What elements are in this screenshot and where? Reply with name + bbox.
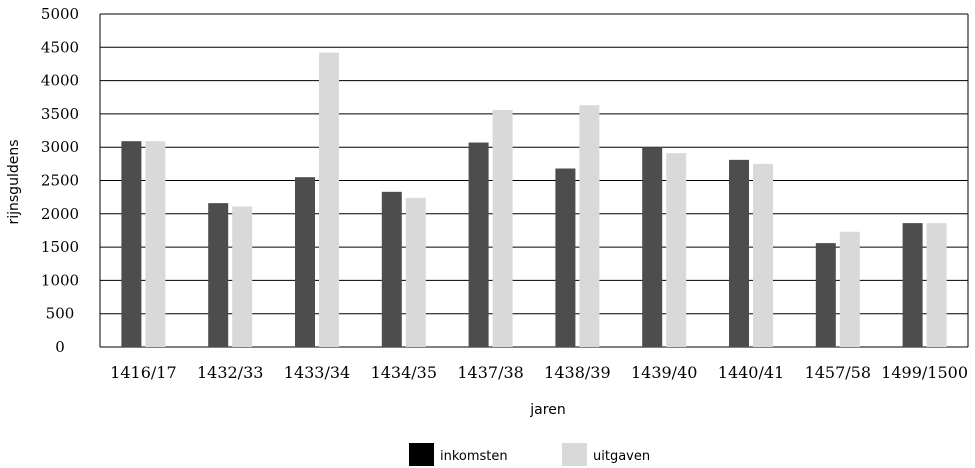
bar-inkomsten-1499-1500 (902, 223, 923, 347)
bar-uitgaven-1499-1500 (926, 223, 947, 347)
gridlines (100, 13, 968, 348)
y-tick-label: 3500 (41, 105, 79, 123)
legend-label-inkomsten: inkomsten (440, 449, 508, 464)
bar-uitgaven-1432-33 (232, 206, 253, 347)
x-tick-label: 1432/33 (197, 363, 263, 382)
bar-uitgaven-1434-35 (405, 197, 426, 347)
y-axis-label: rijnsguldens (6, 139, 22, 224)
x-axis-label: jaren (529, 402, 565, 418)
legend-swatch-uitgaven (562, 443, 587, 466)
legend-label-uitgaven: uitgaven (593, 449, 650, 464)
x-tick-label: 1439/40 (631, 363, 697, 382)
x-tick-label: 1499/1500 (881, 363, 968, 382)
y-tick-label: 2000 (41, 205, 79, 223)
y-tick-label: 4000 (41, 72, 79, 90)
bar-uitgaven-1440-41 (753, 163, 773, 347)
y-axis-ticks: 0 500 1000 1500 2000 2500 3000 3500 4000 4500 5000 (41, 5, 79, 356)
x-axis-ticks: 1416/17 1432/33 1433/34 1434/35 1437/38 1438/… (110, 363, 968, 382)
y-tick-label: 0 (55, 338, 65, 356)
x-tick-label: 1438/39 (544, 363, 610, 382)
x-tick-label: 1433/34 (284, 363, 350, 382)
bar-inkomsten-1440-41 (729, 159, 749, 347)
bar-uitgaven-1433-34 (319, 52, 339, 348)
bar-inkomsten-1416-17 (121, 141, 142, 347)
y-tick-label: 2500 (41, 172, 79, 190)
y-tick-label: 500 (46, 305, 75, 323)
bars (121, 52, 947, 348)
x-tick-label: 1457/58 (805, 363, 871, 382)
x-tick-label: 1440/41 (718, 363, 784, 382)
bar-inkomsten-1457-58 (815, 243, 836, 347)
x-tick-label: 1434/35 (371, 363, 437, 382)
y-tick-label: 4500 (41, 38, 79, 56)
legend: inkomsten uitgaven (409, 443, 650, 466)
y-tick-label: 5000 (41, 5, 79, 23)
y-tick-label: 1000 (41, 271, 79, 289)
bar-inkomsten-1432-33 (208, 203, 229, 347)
x-tick-label: 1416/17 (110, 363, 176, 382)
bar-inkomsten-1438-39 (555, 168, 576, 347)
bar-uitgaven-1439-40 (666, 153, 687, 347)
bar-uitgaven-1437-38 (492, 109, 513, 348)
bar-inkomsten-1439-40 (642, 147, 663, 347)
bar-inkomsten-1433-34 (295, 177, 315, 347)
bar-uitgaven-1416-17 (145, 141, 166, 347)
y-tick-label: 1500 (41, 238, 79, 256)
bar-inkomsten-1437-38 (468, 142, 489, 347)
legend-swatch-inkomsten (409, 443, 434, 466)
bar-uitgaven-1438-39 (579, 105, 600, 347)
bar-inkomsten-1434-35 (381, 191, 402, 347)
bar-uitgaven-1457-58 (839, 231, 860, 347)
x-tick-label: 1437/38 (457, 363, 523, 382)
y-tick-label: 3000 (41, 138, 79, 156)
